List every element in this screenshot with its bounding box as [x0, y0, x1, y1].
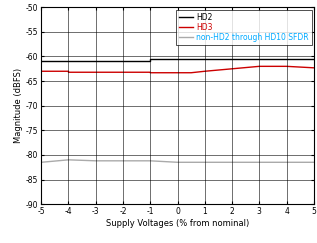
- X-axis label: Supply Voltages (% from nominal): Supply Voltages (% from nominal): [106, 219, 249, 228]
- Y-axis label: Magnitude (dBFS): Magnitude (dBFS): [14, 68, 23, 143]
- Legend: HD2, HD3, non-HD2 through HD10 SFDR: HD2, HD3, non-HD2 through HD10 SFDR: [176, 9, 312, 45]
